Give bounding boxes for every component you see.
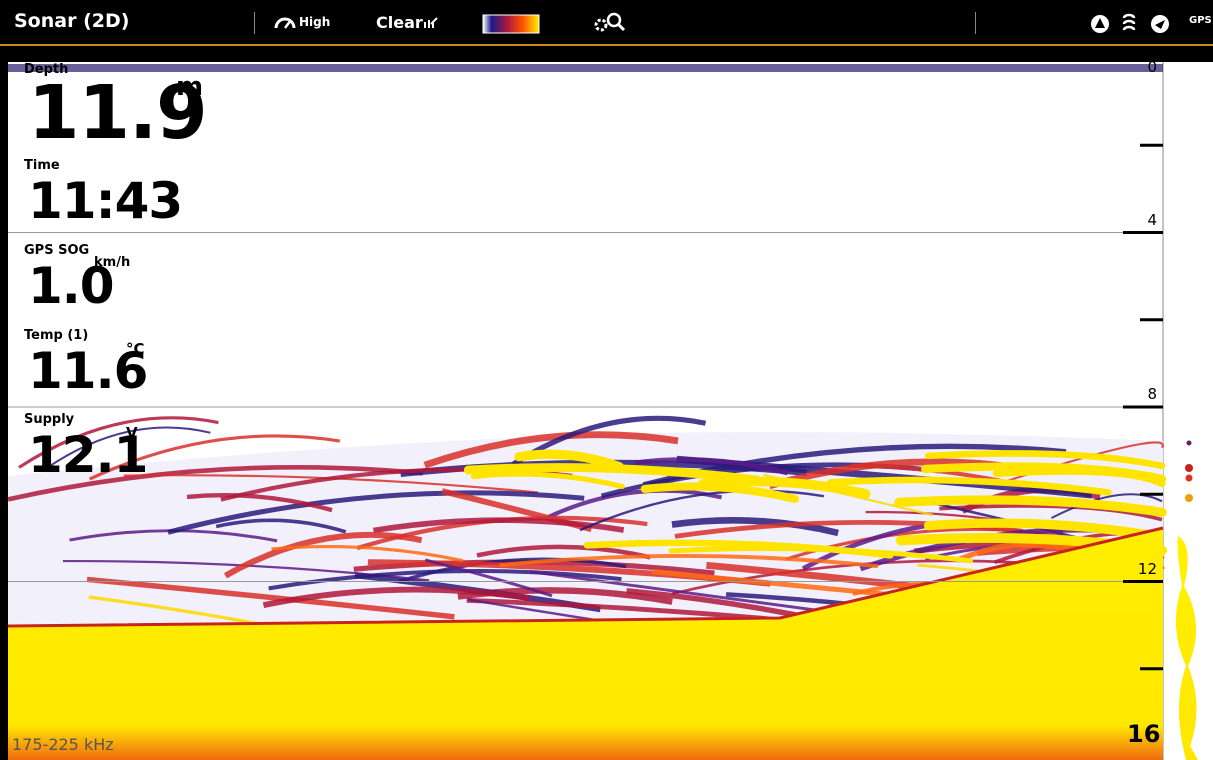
surface-clutter [8, 64, 1163, 72]
app-title[interactable]: Sonar (2D) [14, 10, 130, 32]
status-icons [1091, 13, 1169, 33]
arch [635, 457, 789, 476]
arch [514, 449, 624, 472]
arch [7, 464, 423, 502]
sonar-view [7, 62, 1213, 760]
readout-label: Time [24, 158, 60, 173]
readout-value: 11.9 [28, 70, 208, 156]
gain-icon [274, 17, 296, 29]
arch [826, 476, 1112, 496]
arch [530, 570, 829, 614]
zoom-icon[interactable] [592, 10, 626, 36]
arch [579, 489, 825, 532]
depth-scale [8, 143, 1163, 671]
arch [697, 476, 871, 499]
arch [223, 531, 423, 579]
flasher-dot [1185, 494, 1193, 502]
arch [463, 463, 762, 485]
bottom-edge [7, 526, 1164, 628]
flasher-dot [1185, 474, 1193, 482]
arch [470, 471, 625, 490]
readout-unit: m [176, 72, 204, 102]
readout-unit: V [126, 424, 138, 442]
arch [1051, 493, 1163, 519]
arch [86, 576, 455, 620]
top-bar: Sonar (2D) High Clear GPS [0, 0, 1213, 46]
arch [921, 462, 1167, 484]
readout-label: GPS SOG [24, 243, 90, 258]
arch [262, 586, 530, 608]
arch [499, 553, 879, 569]
depth-label: 12 [1137, 559, 1157, 578]
clear-label[interactable]: Clear [376, 13, 423, 32]
readout-value: 1.0 [28, 257, 115, 315]
flasher-dot [1186, 440, 1192, 446]
frequency: 175-225 kHz [12, 735, 114, 754]
flasher-dot [1185, 464, 1193, 472]
readout-value: 12.1 [28, 426, 148, 484]
arch [18, 416, 219, 469]
arch [186, 492, 333, 513]
palette-swatch[interactable] [482, 14, 540, 34]
readout-value: 11:43 [28, 172, 183, 230]
gain-label[interactable]: High [299, 15, 331, 29]
arch [924, 450, 1166, 470]
bottom [8, 528, 1163, 760]
arch [88, 434, 341, 481]
arch [423, 431, 679, 469]
separator [975, 12, 976, 34]
depth-label: 8 [1147, 385, 1157, 403]
arch [215, 518, 347, 534]
clear-icon [424, 17, 438, 28]
arch [923, 518, 1158, 541]
arch [271, 544, 464, 563]
arch [424, 558, 553, 598]
readout-unit: °C [126, 340, 145, 358]
readout-label: Depth [24, 62, 69, 77]
depth-label: 0 [1147, 58, 1157, 76]
readout-label: Temp (1) [24, 328, 89, 343]
arch [640, 482, 799, 504]
arch [671, 516, 839, 537]
sonar-screen: Depth 11.9 m Time 11:43 GPS SOG 1.0 km/h Temp (1… [0, 46, 1213, 760]
readout-value: 11.6 [28, 342, 148, 400]
readout-label: Supply [24, 412, 75, 427]
readout-unit: km/h [94, 255, 131, 270]
arch [894, 495, 1167, 517]
arch [167, 490, 585, 535]
arch [46, 426, 211, 469]
separator [254, 12, 255, 34]
gps-label: GPS [1189, 15, 1212, 26]
arch [476, 544, 651, 560]
flasher-signal [1175, 536, 1198, 760]
arch [547, 488, 723, 519]
depth-label: 16 [1127, 720, 1161, 748]
arch [583, 539, 894, 559]
depth-label: 4 [1147, 210, 1157, 229]
